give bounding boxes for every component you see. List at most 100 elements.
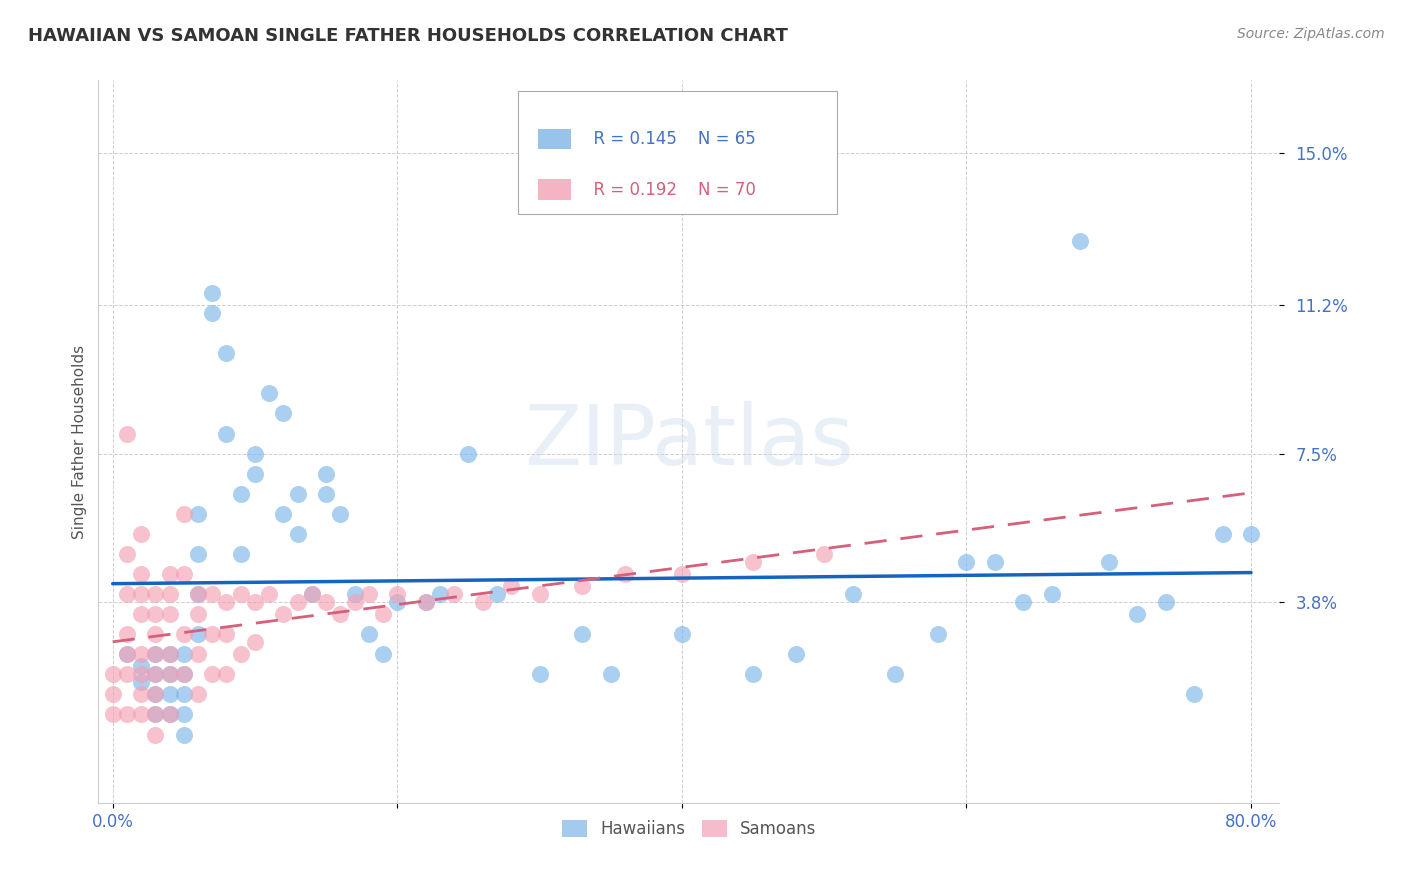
Point xyxy=(671,627,693,641)
Legend: Hawaiians, Samoans: Hawaiians, Samoans xyxy=(555,814,823,845)
Point xyxy=(1212,526,1234,541)
Point xyxy=(129,675,152,690)
Point xyxy=(257,386,280,401)
Point xyxy=(143,648,166,662)
Point xyxy=(229,587,252,601)
Point xyxy=(429,587,451,601)
Point xyxy=(215,595,238,609)
Text: R = 0.145    N = 65: R = 0.145 N = 65 xyxy=(582,129,755,148)
Point xyxy=(243,447,266,461)
Text: Source: ZipAtlas.com: Source: ZipAtlas.com xyxy=(1237,27,1385,41)
Point xyxy=(143,707,166,722)
Point xyxy=(173,728,195,742)
Point xyxy=(785,648,807,662)
Point xyxy=(471,595,494,609)
Point xyxy=(215,627,238,641)
Point xyxy=(613,567,636,582)
Point xyxy=(143,687,166,701)
Point xyxy=(143,707,166,722)
Point xyxy=(1240,526,1263,541)
Point xyxy=(143,648,166,662)
Point xyxy=(187,507,209,521)
Point xyxy=(1040,587,1063,601)
Point xyxy=(129,567,152,582)
Point xyxy=(371,648,394,662)
Point xyxy=(1182,687,1205,701)
Point xyxy=(201,306,224,320)
Point xyxy=(173,627,195,641)
Point xyxy=(273,407,295,421)
Point xyxy=(129,707,152,722)
Point xyxy=(315,487,337,501)
Point xyxy=(671,567,693,582)
Point xyxy=(443,587,465,601)
Point xyxy=(129,648,152,662)
Point xyxy=(1154,595,1177,609)
Point xyxy=(159,648,181,662)
Point xyxy=(115,648,138,662)
Point xyxy=(415,595,437,609)
Point xyxy=(115,587,138,601)
Point xyxy=(371,607,394,622)
Point xyxy=(159,587,181,601)
Point xyxy=(173,567,195,582)
Point xyxy=(115,547,138,561)
Point xyxy=(357,587,380,601)
Point xyxy=(287,526,309,541)
Point xyxy=(173,707,195,722)
Point xyxy=(187,547,209,561)
Point xyxy=(229,487,252,501)
Point xyxy=(571,579,593,593)
Point xyxy=(955,555,977,569)
Point xyxy=(215,667,238,681)
Point xyxy=(243,595,266,609)
Point xyxy=(927,627,949,641)
Point xyxy=(115,648,138,662)
Point xyxy=(143,607,166,622)
Point xyxy=(315,467,337,481)
Point xyxy=(343,595,366,609)
Point xyxy=(143,728,166,742)
Point xyxy=(129,659,152,673)
Point xyxy=(841,587,863,601)
Point xyxy=(201,627,224,641)
Point xyxy=(101,707,124,722)
Point xyxy=(159,667,181,681)
Point xyxy=(742,667,765,681)
Point xyxy=(257,587,280,601)
Point xyxy=(115,667,138,681)
Point xyxy=(187,648,209,662)
Point xyxy=(143,627,166,641)
Point xyxy=(301,587,323,601)
Point xyxy=(159,648,181,662)
Point xyxy=(159,607,181,622)
Point xyxy=(329,607,352,622)
Point xyxy=(884,667,907,681)
Point xyxy=(599,667,621,681)
Point xyxy=(287,487,309,501)
Point xyxy=(129,587,152,601)
Point xyxy=(984,555,1007,569)
Point xyxy=(229,547,252,561)
Point xyxy=(329,507,352,521)
Point xyxy=(173,667,195,681)
Point xyxy=(499,579,522,593)
Point xyxy=(129,607,152,622)
Point xyxy=(301,587,323,601)
Point xyxy=(1069,234,1091,248)
Point xyxy=(187,587,209,601)
Point xyxy=(387,587,409,601)
Point xyxy=(1098,555,1121,569)
Point xyxy=(273,507,295,521)
Point xyxy=(159,687,181,701)
Point xyxy=(187,607,209,622)
Point xyxy=(159,667,181,681)
Point xyxy=(115,707,138,722)
Y-axis label: Single Father Households: Single Father Households xyxy=(72,344,87,539)
Point xyxy=(387,595,409,609)
Point xyxy=(529,587,551,601)
Point xyxy=(243,635,266,649)
FancyBboxPatch shape xyxy=(537,128,571,149)
Point xyxy=(173,648,195,662)
Point xyxy=(1126,607,1149,622)
